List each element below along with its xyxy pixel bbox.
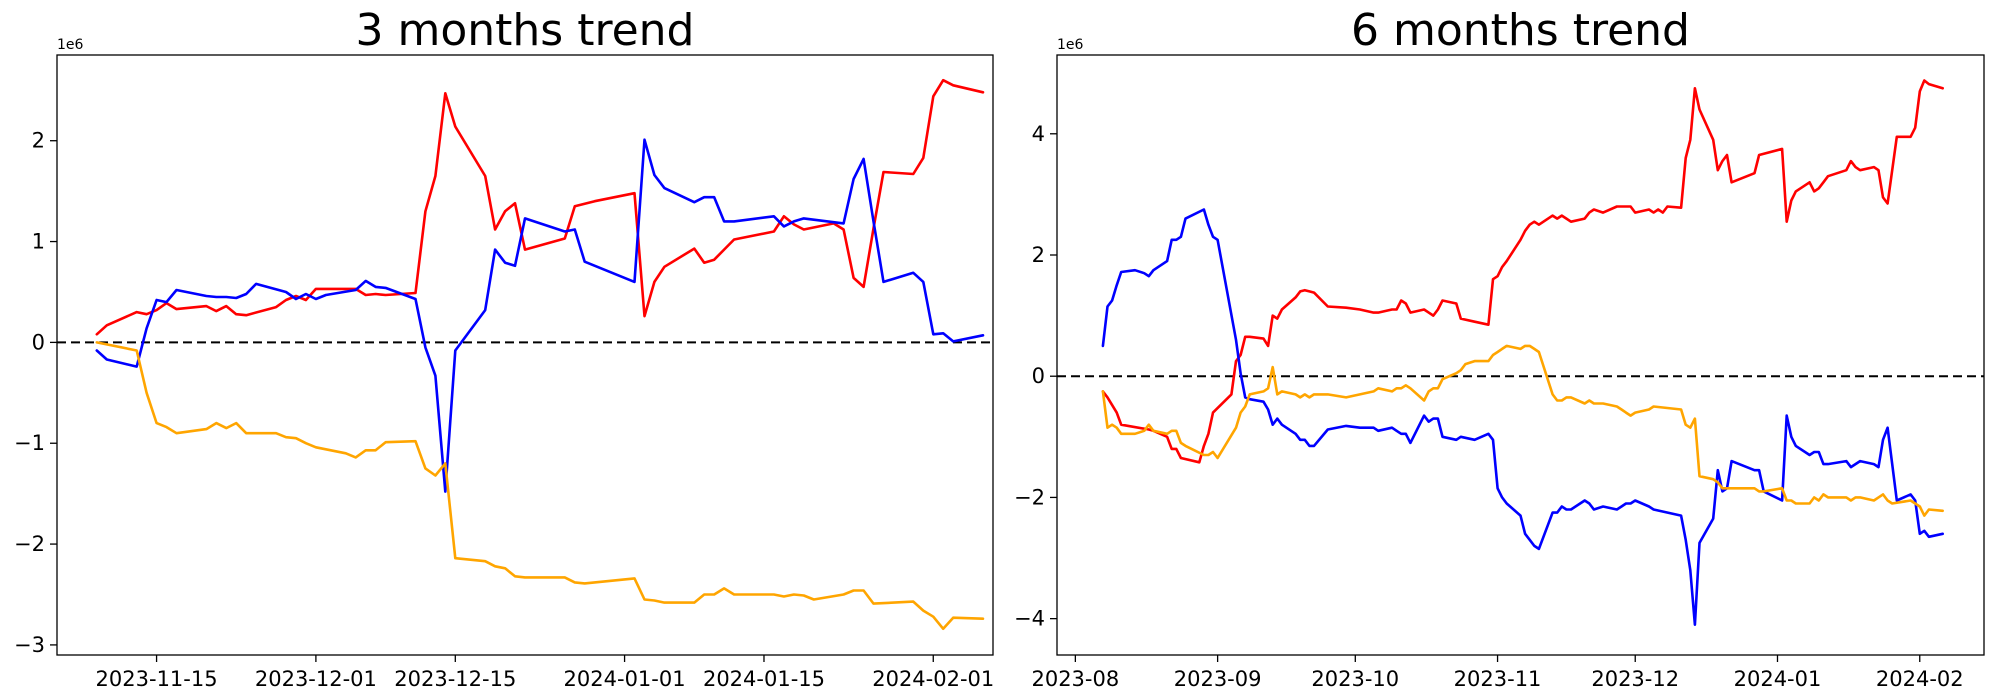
chart-1-x-tick-label: 2023-11 (1454, 667, 1542, 691)
chart-0-y-tick-label: −1 (14, 431, 45, 455)
chart-1-offset-label: 1e6 (1057, 37, 1084, 53)
chart-0-plot-frame (56, 54, 994, 656)
chart-1-plot-frame (1056, 54, 1985, 656)
chart-0-panel: 2023-11-15 2023-12-01 2023-12-15 2024-01-01… (14, 5, 994, 691)
chart-0-y-tick-label: −3 (14, 633, 45, 657)
chart-1-x-tick-label: 2024-02 (1876, 667, 1964, 691)
chart-1-title: 6 months trend (1351, 5, 1690, 56)
chart-0-x-tick-label: 2024-01-01 (564, 667, 686, 691)
chart-1-panel: 2023-08 2023-09 2023-10 2023-11 2023-12 2024-… (1014, 5, 1985, 691)
chart-0-series-line-2 (95, 341, 985, 631)
chart-1-y-tick-label: 4 (1032, 122, 1045, 146)
chart-0-series-line-0 (95, 78, 985, 336)
chart-0-x-tick-label: 2024-01-15 (703, 667, 825, 691)
chart-0-x-tick-label: 2023-12-01 (255, 667, 377, 691)
chart-0-y-tick-label: 2 (32, 129, 45, 153)
chart-1-x-tick-label: 2024-01 (1734, 667, 1822, 691)
chart-0-y-tick-label: 1 (32, 230, 45, 254)
chart-0-y-tick-label: −2 (14, 532, 45, 556)
chart-1-series-line-2 (1101, 344, 1944, 517)
chart-0-title: 3 months trend (356, 5, 695, 56)
chart-1-y-tick-label: −2 (1014, 485, 1045, 509)
chart-1-series-line-0 (1101, 79, 1944, 464)
chart-0-x-tick-label: 2023-12-15 (394, 667, 516, 691)
chart-1-y-tick-label: 0 (1032, 364, 1045, 388)
chart-1-series-line-1 (1101, 208, 1944, 626)
chart-0-x-tick-label: 2024-02-01 (872, 667, 994, 691)
chart-1-x-tick-label: 2023-12 (1591, 667, 1679, 691)
chart-1-x-tick-label: 2023-08 (1031, 667, 1119, 691)
chart-1-x-tick-label: 2023-10 (1311, 667, 1399, 691)
chart-0-offset-label: 1e6 (57, 37, 84, 53)
chart-1-y-tick-label: 2 (1032, 243, 1045, 267)
chart-0-y-tick-label: 0 (32, 330, 45, 354)
chart-1-x-tick-label: 2023-09 (1174, 667, 1262, 691)
chart-0-series-line-1 (95, 138, 985, 493)
chart-1-y-tick-label: −4 (1014, 607, 1045, 631)
chart-0-x-tick-label: 2023-11-15 (96, 667, 218, 691)
